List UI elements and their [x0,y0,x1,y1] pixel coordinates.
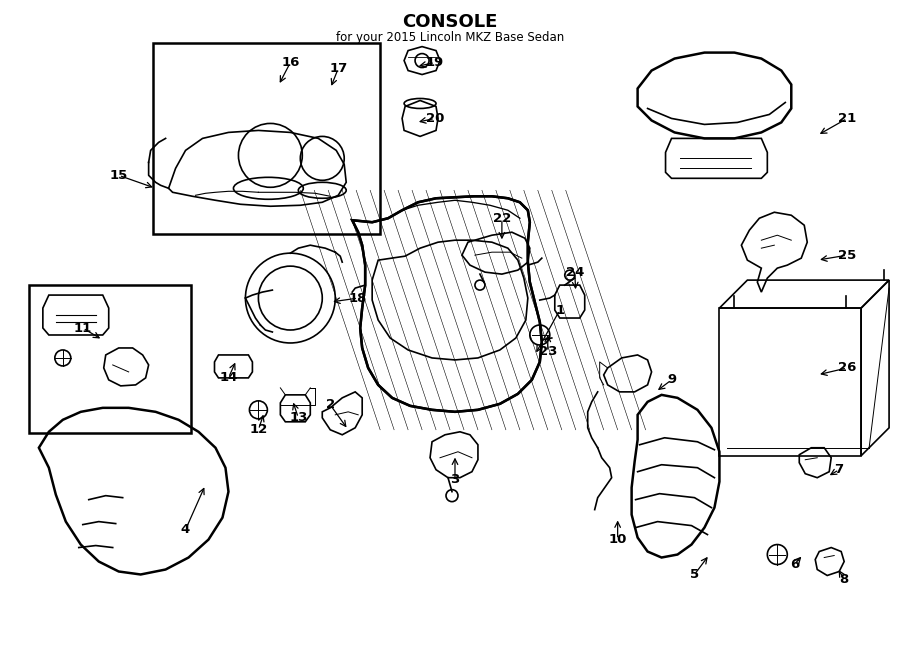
Text: 22: 22 [493,212,511,225]
Text: 23: 23 [538,346,557,358]
Text: 15: 15 [110,169,128,182]
Text: 7: 7 [834,463,843,476]
Text: 6: 6 [789,558,799,571]
Text: 10: 10 [608,533,626,546]
Text: 1: 1 [555,303,564,317]
Polygon shape [352,196,542,412]
Text: 26: 26 [838,362,857,374]
Text: 18: 18 [349,292,367,305]
Text: 9: 9 [667,373,676,387]
Text: 3: 3 [450,473,460,486]
Text: 14: 14 [220,371,238,385]
Text: 8: 8 [840,573,849,586]
Text: 24: 24 [565,266,584,279]
Text: 25: 25 [838,249,856,262]
Text: 20: 20 [426,112,445,125]
Text: 5: 5 [690,568,699,581]
Text: CONSOLE: CONSOLE [402,13,498,30]
Text: 13: 13 [289,411,308,424]
Text: 2: 2 [326,399,335,411]
Text: 4: 4 [181,523,190,536]
Text: 17: 17 [329,62,347,75]
Text: 21: 21 [838,112,856,125]
Bar [29,285,191,433]
Text: for your 2015 Lincoln MKZ Base Sedan: for your 2015 Lincoln MKZ Base Sedan [336,30,564,44]
Text: 11: 11 [74,321,92,334]
Text: 12: 12 [249,423,267,436]
Text: 16: 16 [281,56,300,69]
Bar [153,42,380,234]
Text: 19: 19 [426,56,445,69]
